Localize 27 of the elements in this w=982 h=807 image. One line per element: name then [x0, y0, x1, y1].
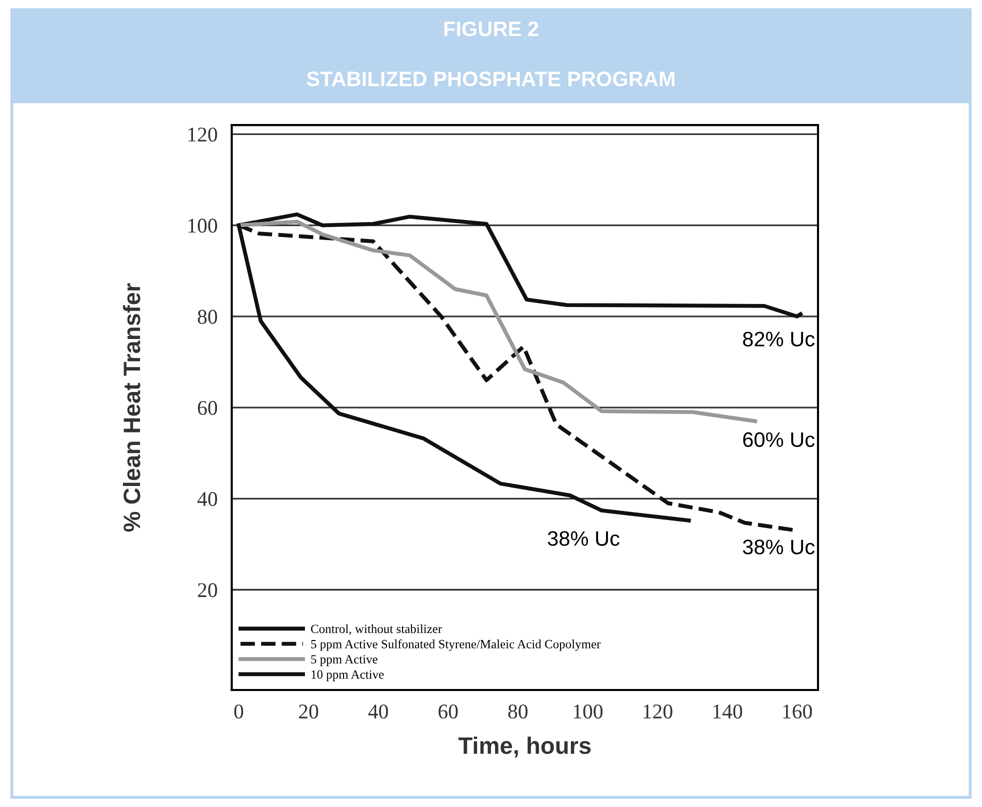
y-tick-label: 100 — [188, 218, 218, 233]
y-tick-label: 60 — [198, 400, 218, 415]
x-tick-label: 60 — [438, 704, 458, 719]
y-tick-label: 120 — [188, 128, 218, 142]
x-tick-label: 0 — [234, 704, 244, 719]
x-tick-label: 40 — [368, 704, 388, 719]
x-tick-label: 80 — [508, 704, 528, 719]
annotation: 82% Uc — [743, 332, 815, 346]
legend-label: Control, without stabilizer — [311, 624, 442, 635]
y-axis-title: % Clean Heat Transfer — [122, 283, 140, 532]
legend-label: 5 ppm Active — [311, 655, 378, 666]
x-tick-label: 160 — [783, 704, 812, 719]
legend-label: 5 ppm Active Sulfonated Styrene/Maleic Acid Copolymer — [311, 639, 601, 651]
x-tick-label: 140 — [713, 704, 742, 719]
y-tick-label: 80 — [198, 310, 218, 324]
annotation: 60% Uc — [743, 432, 815, 448]
x-tick-label: 120 — [644, 704, 672, 719]
x-tick-label: 20 — [299, 704, 318, 719]
y-tick-label: 20 — [198, 583, 218, 598]
annotation: 38% Uc — [548, 531, 620, 546]
chart-title: FIGURE 2 — [444, 22, 538, 36]
x-tick-label: 100 — [574, 704, 603, 719]
annotation: 38% Uc — [742, 540, 815, 554]
chart-subtitle: STABILIZED PHOSPHATE PROGRAM — [306, 72, 674, 86]
y-tick-label: 40 — [197, 492, 218, 506]
legend-label: 10 ppm Active — [312, 670, 384, 682]
x-axis-title: Time, hours — [458, 736, 591, 758]
